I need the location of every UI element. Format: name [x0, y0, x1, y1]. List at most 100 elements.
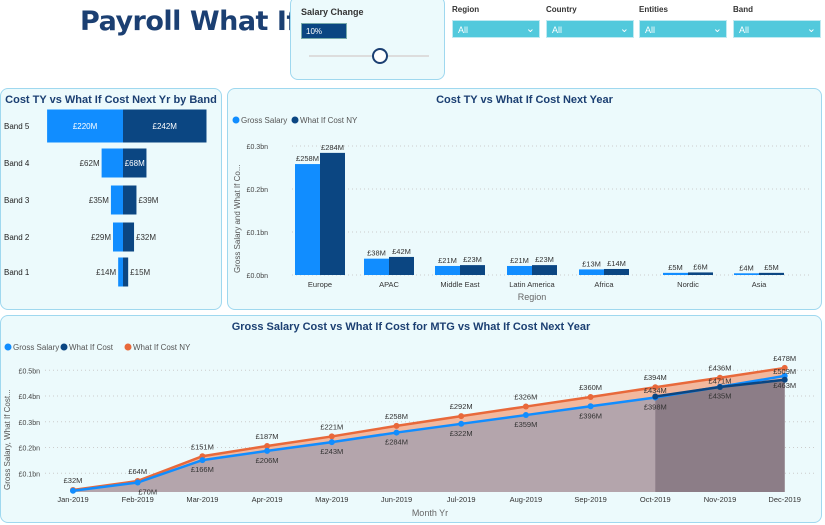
legend-dot-gross [232, 116, 240, 124]
legend-dot [4, 343, 12, 351]
whatif-marker [717, 383, 723, 390]
data-label-below: £70M [138, 488, 157, 497]
band-bar-whatif-ny [123, 222, 135, 252]
slider-handle[interactable] [372, 48, 388, 64]
data-label-below: £243M [320, 447, 343, 456]
ny-area [73, 367, 785, 491]
salary-change-input[interactable]: 10% [301, 23, 347, 39]
gross-area [73, 379, 785, 492]
region-bar [734, 273, 759, 275]
band-data-label: £32M [136, 233, 156, 242]
y-axis-label: Gross Salary and What If Co... [233, 165, 242, 273]
data-label-below: £398M [644, 403, 667, 412]
data-label-below: £435M [709, 392, 732, 401]
gross-data-label: £292M [450, 402, 473, 411]
gross-data-label: £360M [579, 383, 602, 392]
chevron-down-icon: ⌄ [712, 23, 722, 35]
region-bar [507, 265, 532, 275]
x-tick-label: Aug-2019 [510, 495, 543, 504]
slider-label: Salary Change [301, 7, 364, 17]
x-tick-label: Mar-2019 [186, 495, 218, 504]
filter-label-country: Country [546, 5, 577, 14]
band-bar-gross [112, 222, 123, 252]
band-data-label: £220M [73, 122, 98, 131]
region-data-label: £6M [693, 262, 708, 271]
x-tick-label: May-2019 [315, 495, 348, 504]
chevron-down-icon: ⌄ [619, 23, 629, 35]
region-bar [389, 256, 414, 275]
x-tick-label: Oct-2019 [640, 495, 671, 504]
x-tick-label: Middle East [440, 280, 480, 289]
region-data-label: £13M [582, 259, 601, 268]
gross-marker [522, 412, 529, 419]
band-label: Band 4 [4, 159, 30, 168]
region-data-label: £42M [392, 247, 411, 256]
whatif-marker [781, 376, 788, 383]
band-bar-whatif-ny [123, 109, 207, 143]
gross-marker [458, 420, 465, 427]
gross-data-label: £221M [320, 422, 343, 431]
ny-marker [781, 364, 788, 371]
band-label: Band 1 [4, 268, 30, 277]
x-tick-label: Africa [594, 280, 614, 289]
region-bar [532, 265, 557, 275]
legend-label: What If Cost [69, 343, 114, 352]
filter-dropdown-band[interactable]: All ⌄ [733, 20, 821, 38]
region-bar [688, 272, 713, 275]
band-bar-whatif-ny [123, 185, 137, 215]
gross-data-label: £187M [256, 432, 279, 441]
region-bar [320, 152, 345, 275]
band-data-label: £62M [80, 159, 100, 168]
x-tick-label: Europe [308, 280, 332, 289]
region-data-label: £284M [321, 143, 344, 152]
band-data-label: £242M [153, 122, 178, 131]
region-data-label: £14M [607, 259, 626, 268]
slider-track[interactable] [309, 55, 429, 57]
x-axis-label: Month Yr [412, 508, 448, 518]
ny-data-label: £434M [644, 386, 667, 395]
gross-marker [134, 479, 141, 486]
region-bar [460, 265, 485, 275]
band-label: Band 3 [4, 196, 30, 205]
filter-label-region: Region [452, 5, 480, 14]
data-label-below: £284M [385, 438, 408, 447]
band-data-label: £29M [91, 233, 111, 242]
gross-data-label: £32M [64, 476, 83, 485]
region-data-label: £23M [463, 255, 482, 264]
chevron-down-icon: ⌄ [525, 23, 535, 35]
ny-data-label: £471M [709, 377, 732, 386]
x-tick-label: Jun-2019 [381, 495, 412, 504]
filter-label-entities: Entities [639, 5, 668, 14]
band-chart-title: Cost TY vs What If Cost Next Yr by Band [5, 94, 217, 106]
region-bar [295, 164, 320, 275]
legend-label: What If Cost NY [300, 116, 358, 125]
ny-marker [652, 384, 659, 391]
gross-marker [264, 447, 271, 454]
ny-marker [393, 422, 400, 429]
gross-marker [587, 403, 594, 410]
gross-marker [70, 487, 76, 494]
band-bar-gross [110, 185, 123, 215]
band-label: Band 2 [4, 233, 30, 242]
filter-dropdown-entities[interactable]: All ⌄ [639, 20, 727, 38]
whatif-marker [652, 393, 659, 400]
whatif-area [655, 379, 785, 492]
y-tick-label: £0.5bn [19, 368, 41, 375]
band-data-label: £35M [89, 196, 109, 205]
x-tick-label: Apr-2019 [252, 495, 283, 504]
band-data-label: £14M [96, 268, 116, 277]
x-tick-label: Latin America [509, 280, 555, 289]
x-tick-label: Nordic [677, 280, 699, 289]
filter-dropdown-region[interactable]: All ⌄ [452, 20, 540, 38]
data-label-below: £322M [450, 429, 473, 438]
x-tick-label: Dec-2019 [768, 495, 801, 504]
gross-data-label: £64M [128, 467, 147, 476]
region-data-label: £21M [510, 256, 529, 265]
legend-label: Gross Salary [241, 116, 287, 125]
ny-marker [587, 394, 594, 401]
gross-marker [393, 429, 400, 436]
gross-data-label: £436M [709, 364, 732, 373]
x-tick-label: Nov-2019 [704, 495, 737, 504]
region-bar [364, 258, 389, 275]
filter-dropdown-country[interactable]: All ⌄ [546, 20, 634, 38]
